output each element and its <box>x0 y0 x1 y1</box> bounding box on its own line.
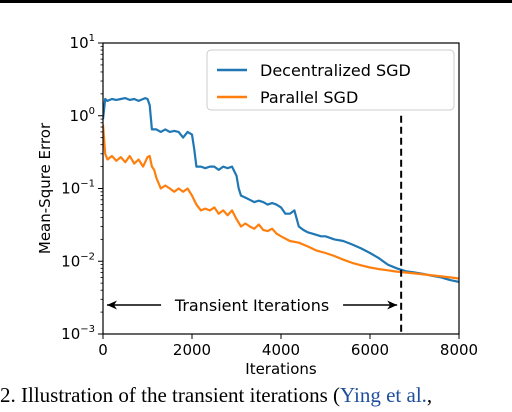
y-tick-exponent: −1 <box>80 179 95 190</box>
transient-arrow-left-head <box>107 300 117 310</box>
y-tick-base: 10 <box>61 325 80 343</box>
x-tick-label: 4000 <box>262 341 300 359</box>
x-tick-label: 2000 <box>173 341 211 359</box>
legend: Decentralized SGD Parallel SGD <box>206 49 455 111</box>
caption-citation-link[interactable]: Ying et al. <box>340 383 427 407</box>
y-tick-exponent: 0 <box>89 106 95 117</box>
caption-suffix: , <box>426 383 433 407</box>
y-tick-exponent: 1 <box>89 33 95 44</box>
y-tick-base: 10 <box>70 34 89 52</box>
y-tick-base: 10 <box>61 252 80 270</box>
caption-prefix: 2. Illustration of the transient iterati… <box>0 383 340 407</box>
x-tick-label: 6000 <box>351 341 389 359</box>
legend-label-parallel-sgd: Parallel SGD <box>260 88 358 107</box>
figure-caption: 2. Illustration of the transient iterati… <box>0 378 512 412</box>
y-tick-base: 10 <box>61 180 80 198</box>
x-tick-label: 8000 <box>440 341 478 359</box>
x-axis-label: Iterations <box>245 360 317 378</box>
y-axis-label: Mean-Squre Error <box>36 122 54 254</box>
y-tick-label: 10−3 <box>61 324 95 343</box>
transient-iterations-label: Transient Iterations <box>174 296 329 315</box>
y-tick-label: 10−1 <box>61 179 95 198</box>
top-rule <box>0 0 512 3</box>
legend-box <box>206 49 455 111</box>
legend-label-decentralized-sgd: Decentralized SGD <box>260 61 411 80</box>
y-tick-exponent: −3 <box>80 324 95 335</box>
y-tick-label: 100 <box>70 106 95 125</box>
series-line-parallel-sgd <box>103 124 459 280</box>
series-line-decentralized-sgd <box>103 96 459 283</box>
x-tick-label: 0 <box>98 341 108 359</box>
y-tick-base: 10 <box>70 107 89 125</box>
transient-arrow-right-head <box>387 300 398 310</box>
y-tick-exponent: −2 <box>80 251 95 262</box>
y-tick-label: 101 <box>70 33 95 52</box>
y-tick-label: 10−2 <box>61 251 95 270</box>
